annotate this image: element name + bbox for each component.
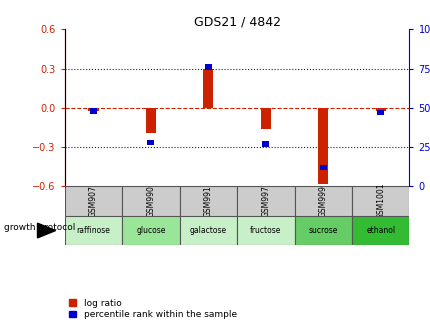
Text: glucose: glucose	[136, 226, 165, 235]
Bar	[376, 110, 383, 115]
Bar	[294, 186, 351, 216]
Bar	[317, 108, 328, 184]
Bar	[260, 108, 270, 129]
Text: GSM907: GSM907	[89, 185, 98, 217]
Bar	[262, 141, 269, 146]
Bar	[64, 216, 122, 245]
Bar	[375, 108, 385, 111]
Bar	[64, 186, 122, 216]
Bar	[90, 109, 97, 114]
Text: GSM999: GSM999	[318, 185, 327, 217]
Bar	[204, 64, 211, 70]
Text: galactose: galactose	[189, 226, 226, 235]
Bar	[351, 186, 408, 216]
Bar	[237, 216, 294, 245]
Bar	[179, 186, 237, 216]
Text: ethanol: ethanol	[366, 226, 394, 235]
Bar	[237, 186, 294, 216]
Text: raffinose: raffinose	[76, 226, 110, 235]
Bar	[122, 216, 179, 245]
Text: GSM991: GSM991	[203, 185, 212, 217]
Bar	[179, 216, 237, 245]
Bar	[145, 108, 156, 133]
Bar	[319, 165, 326, 170]
Polygon shape	[37, 223, 55, 238]
Bar	[203, 69, 213, 108]
Text: sucrose: sucrose	[308, 226, 337, 235]
Legend: log ratio, percentile rank within the sample: log ratio, percentile rank within the sa…	[69, 299, 236, 319]
Text: GSM997: GSM997	[261, 185, 270, 217]
Bar	[88, 108, 98, 111]
Title: GDS21 / 4842: GDS21 / 4842	[193, 15, 280, 28]
Text: GSM1001: GSM1001	[375, 183, 384, 219]
Bar	[351, 216, 408, 245]
Bar	[122, 186, 179, 216]
Text: fructose: fructose	[249, 226, 281, 235]
Text: GSM990: GSM990	[146, 185, 155, 217]
Text: growth protocol: growth protocol	[4, 223, 76, 232]
Bar	[147, 140, 154, 145]
Bar	[294, 216, 351, 245]
